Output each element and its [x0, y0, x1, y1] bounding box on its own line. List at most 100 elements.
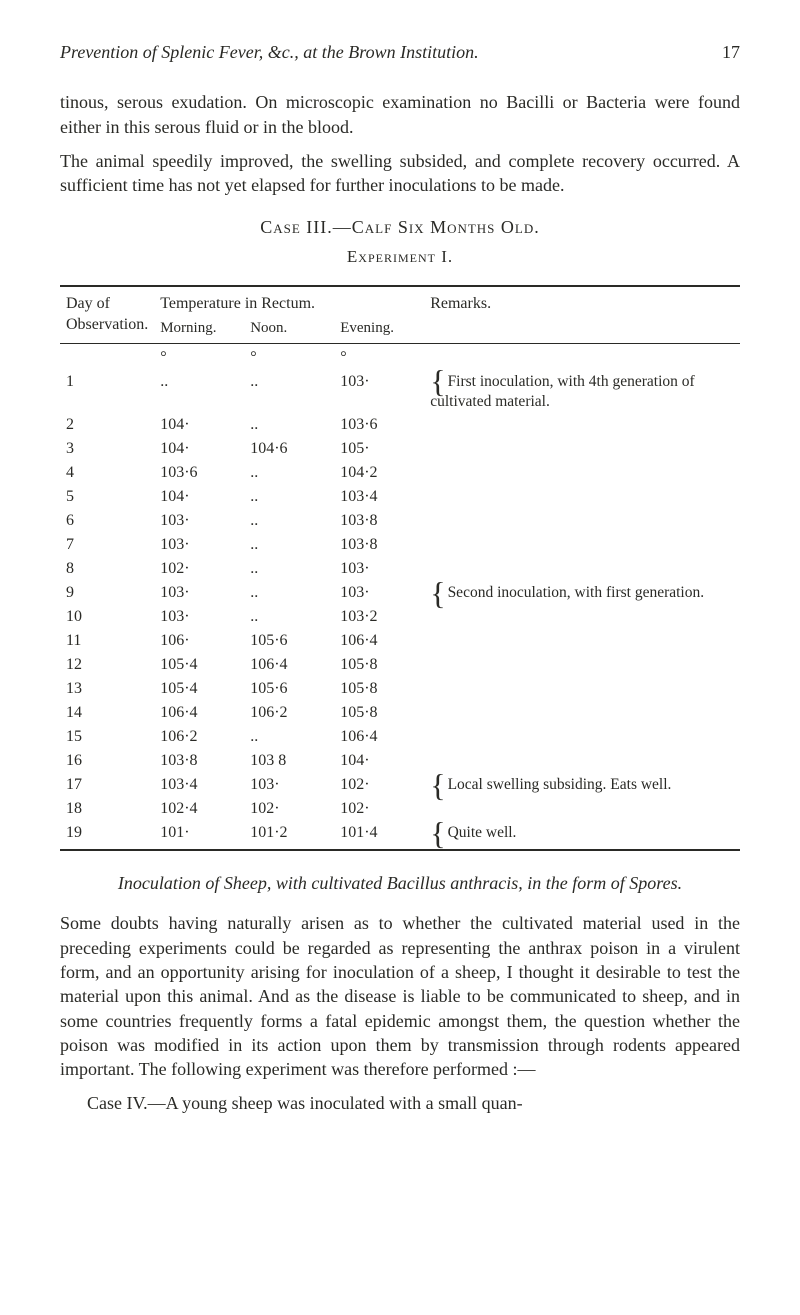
brace-icon: {: [430, 584, 445, 603]
cell-remark: {Second inoculation, with first generati…: [424, 581, 740, 605]
cell-remark: [424, 509, 740, 533]
table-row: 1....103·{First inoculation, with 4th ge…: [60, 370, 740, 413]
remark-text: Second inoculation, with first generatio…: [448, 584, 705, 601]
table-row: 5104·..103·4: [60, 485, 740, 509]
cell-n: ..: [244, 509, 334, 533]
cell-e: 102·: [334, 797, 424, 821]
cell-m: 103·: [154, 605, 244, 629]
cell-m: 106·: [154, 629, 244, 653]
cell-m: 103·: [154, 533, 244, 557]
cell-remark: [424, 749, 740, 773]
cell-remark: [424, 701, 740, 725]
table-row: 17103·4103·102·{Local swelling subsiding…: [60, 773, 740, 797]
cell-n: ..: [244, 370, 334, 413]
col-header-remarks: Remarks.: [424, 291, 740, 341]
cell-day: 4: [60, 461, 154, 485]
brace-icon: {: [430, 372, 445, 391]
paragraph-1: tinous, serous exudation. On microscopic…: [60, 90, 740, 139]
cell-m: 104·: [154, 485, 244, 509]
col-header-temp: Temperature in Rectum.: [154, 291, 424, 317]
cell-m: 103·6: [154, 461, 244, 485]
cell-remark: [424, 797, 740, 821]
cell-e: 103·: [334, 557, 424, 581]
cell-remark: {First inoculation, with 4th generation …: [424, 370, 740, 413]
table-top-rule: [60, 285, 740, 287]
col-header-morning: Morning.: [154, 316, 244, 340]
cell-day: 19: [60, 821, 154, 845]
cell-e: 105·8: [334, 653, 424, 677]
cell-remark: [424, 557, 740, 581]
cell-day: 11: [60, 629, 154, 653]
table-row: 13105·4105·6105·8: [60, 677, 740, 701]
cell-remark: {Local swelling subsiding. Eats well.: [424, 773, 740, 797]
cell-n: 103 8: [244, 749, 334, 773]
cell-m: 106·4: [154, 701, 244, 725]
cell-m: 105·4: [154, 677, 244, 701]
col-header-evening: Evening.: [334, 316, 424, 340]
table-row: 15106·2..106·4: [60, 725, 740, 749]
cell-m: 102·: [154, 557, 244, 581]
cell-remark: [424, 533, 740, 557]
col-header-day: Day of Observation.: [60, 291, 154, 341]
cell-remark: [424, 461, 740, 485]
cell-n: ..: [244, 581, 334, 605]
cell-n: 106·2: [244, 701, 334, 725]
cell-n: ..: [244, 605, 334, 629]
cell-day: 10: [60, 605, 154, 629]
cell-e: 103·8: [334, 533, 424, 557]
cell-day: 3: [60, 437, 154, 461]
cell-m: ..: [154, 370, 244, 413]
cell-day: 13: [60, 677, 154, 701]
brace-icon: {: [430, 776, 445, 795]
cell-remark: [424, 605, 740, 629]
table-row: 8102·..103·: [60, 557, 740, 581]
table-row: 11106·105·6106·4: [60, 629, 740, 653]
cell-day: 8: [60, 557, 154, 581]
cell-n: ..: [244, 725, 334, 749]
cell-m: 104·: [154, 437, 244, 461]
cell-e: 105·8: [334, 677, 424, 701]
table-row: 18102·4102·102·: [60, 797, 740, 821]
cell-m: 101·: [154, 821, 244, 845]
cell-e: 103·8: [334, 509, 424, 533]
cell-remark: [424, 413, 740, 437]
cell-day: 6: [60, 509, 154, 533]
paragraph-3: Some doubts having naturally arisen as t…: [60, 911, 740, 1081]
cell-remark: [424, 677, 740, 701]
cell-e: 103·6: [334, 413, 424, 437]
cell-day: 14: [60, 701, 154, 725]
cell-remark: [424, 725, 740, 749]
cell-n: 106·4: [244, 653, 334, 677]
degree-symbol-e: °: [334, 346, 424, 370]
cell-e: 105·: [334, 437, 424, 461]
table-header-rule: [60, 343, 740, 344]
cell-m: 104·: [154, 413, 244, 437]
cell-day: 7: [60, 533, 154, 557]
cell-e: 101·4: [334, 821, 424, 845]
cell-n: ..: [244, 413, 334, 437]
running-title: Prevention of Splenic Fever, &c., at the…: [60, 42, 479, 62]
table-row: 14106·4106·2105·8: [60, 701, 740, 725]
cell-day: 17: [60, 773, 154, 797]
cell-remark: [424, 485, 740, 509]
cell-m: 105·4: [154, 653, 244, 677]
cell-m: 103·: [154, 509, 244, 533]
table-bottom-rule: [60, 849, 740, 851]
brace-icon: {: [430, 824, 445, 843]
cell-day: 2: [60, 413, 154, 437]
cell-remark: [424, 629, 740, 653]
cell-n: 101·2: [244, 821, 334, 845]
table-row: 9103·..103·{Second inoculation, with fir…: [60, 581, 740, 605]
cell-day: 15: [60, 725, 154, 749]
table-row: 10103·..103·2: [60, 605, 740, 629]
cell-day: 9: [60, 581, 154, 605]
cell-n: ..: [244, 533, 334, 557]
experiment-heading: Experiment I.: [60, 246, 740, 269]
cell-m: 103·8: [154, 749, 244, 773]
table-row: 4103·6..104·2: [60, 461, 740, 485]
cell-remark: [424, 437, 740, 461]
degree-symbol-m: °: [154, 346, 244, 370]
cell-m: 103·4: [154, 773, 244, 797]
experiment-table: Day of Observation. Temperature in Rectu…: [60, 291, 740, 845]
inoculation-heading: Inoculation of Sheep, with cultivated Ba…: [60, 871, 740, 895]
